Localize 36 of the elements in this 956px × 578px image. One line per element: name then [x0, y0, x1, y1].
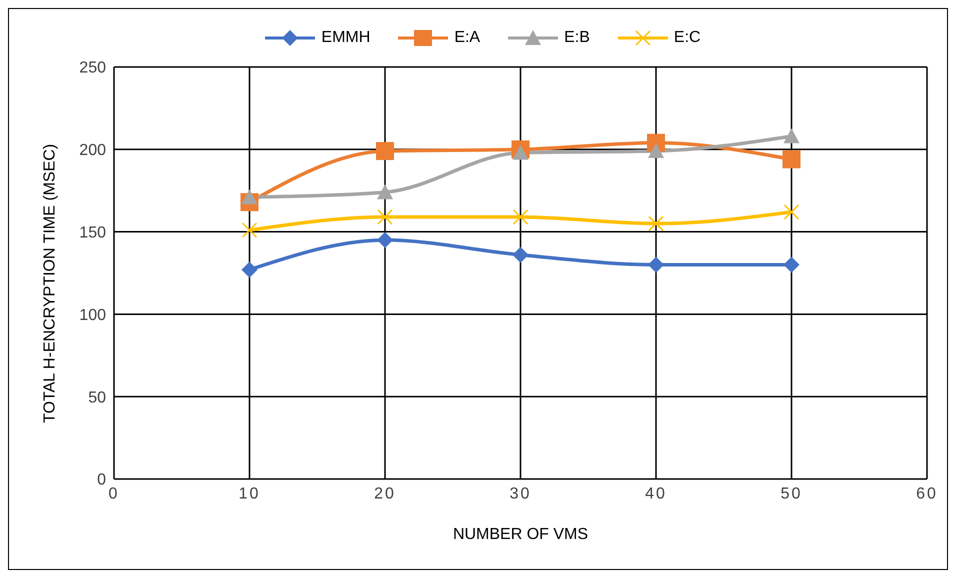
point — [782, 150, 800, 168]
point — [376, 142, 394, 160]
x-tick-label: 50 — [780, 485, 802, 502]
point — [377, 232, 393, 248]
x-tick-label: 20 — [374, 485, 396, 502]
y-tick-label: 100 — [79, 306, 106, 324]
legend-label: E:B — [563, 29, 590, 47]
x-tick-label: 0 — [108, 485, 120, 502]
y-tick-label: 0 — [97, 472, 106, 489]
point — [648, 216, 664, 232]
x-tick-label: 10 — [238, 485, 260, 502]
y-tick-label: 250 — [79, 60, 106, 77]
point — [242, 189, 258, 204]
point — [648, 256, 664, 273]
y-tick-label: 150 — [79, 224, 106, 242]
point — [512, 144, 528, 160]
point — [242, 262, 258, 278]
point — [784, 204, 800, 220]
y-tick-label: 200 — [79, 142, 106, 160]
x-tick-label: 40 — [645, 485, 667, 502]
point — [648, 143, 664, 158]
point — [377, 209, 393, 225]
y-tick-label: 50 — [88, 389, 106, 406]
point — [512, 246, 528, 263]
legend-label: E:C — [672, 29, 701, 47]
x-tick-label: 60 — [916, 485, 938, 502]
point — [242, 222, 258, 238]
x-axis-title: NUMBER OF VMS — [452, 526, 588, 543]
x-tick-label: 30 — [510, 485, 532, 502]
point — [784, 128, 800, 144]
y-axis-title: TOTAL H-ENCRYPTION TIME (MSEC) — [42, 144, 59, 423]
point — [377, 184, 393, 200]
legend-label: EMMH — [320, 29, 370, 47]
point — [784, 256, 800, 273]
point — [512, 209, 528, 225]
legend-label: E:A — [453, 29, 480, 47]
